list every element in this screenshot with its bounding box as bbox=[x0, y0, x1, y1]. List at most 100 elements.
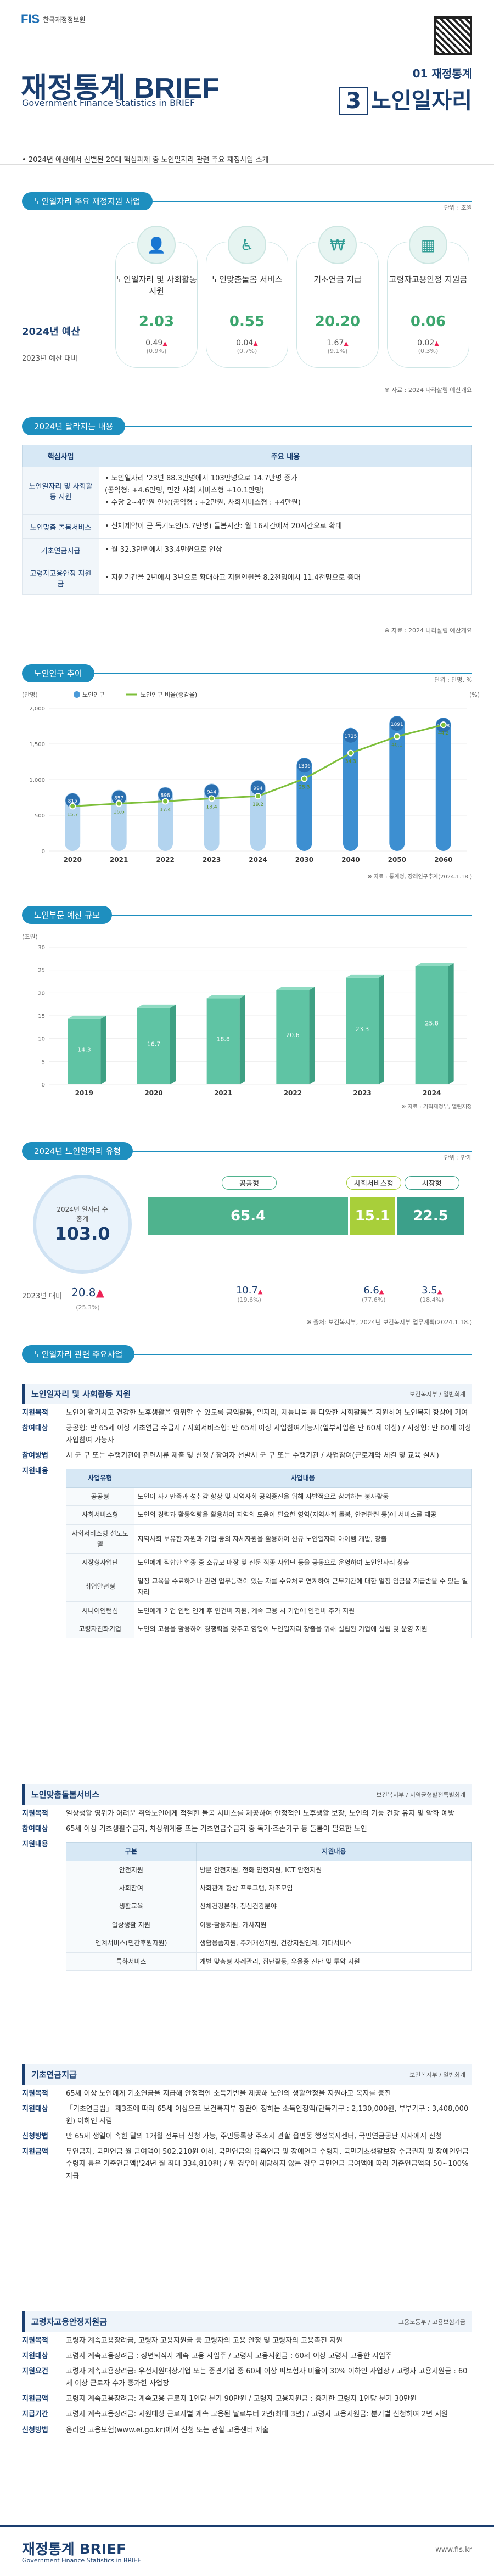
type-value: 65.4 bbox=[231, 1208, 266, 1224]
table-cell: 개별 맞춤형 사례관리, 집단활동, 우울증 진단 및 투약 지원 bbox=[195, 1952, 473, 1971]
budget-compare-label: 2023년 예산 대비 bbox=[22, 355, 78, 363]
type-diff-value: 3.5 bbox=[422, 1285, 437, 1296]
program-row: 지원내용 구분 지원내용 안전지원 방문 안전지원, 전화 안전지원, ICT 안전지원… bbox=[22, 1839, 473, 1971]
table-cell: 일정 교육을 수료하거나 관련 업무능력이 있는 자를 수요처로 연계하여 근무… bbox=[133, 1571, 473, 1602]
x-tick-label: 2021 bbox=[214, 1089, 232, 1097]
budget-bar bbox=[276, 990, 310, 1084]
table-cell: 안전지원 bbox=[66, 1860, 197, 1879]
tick-label: 0 bbox=[42, 1082, 45, 1088]
x-tick-label: 2022 bbox=[156, 856, 174, 864]
x-tick-label: 2024 bbox=[423, 1089, 441, 1097]
table-row: 기초연금지급 • 월 32.3만원에서 33.4만원으로 인상 bbox=[22, 538, 472, 563]
row-key: 신청방법 bbox=[22, 2132, 48, 2141]
qr-code[interactable] bbox=[434, 16, 472, 55]
bar-side bbox=[379, 974, 384, 1084]
card-diff-wrap: 0.49▲ bbox=[116, 339, 197, 348]
type-name: 사회서비스형 bbox=[346, 1176, 401, 1190]
table-cell: 생활용품지원, 주거개선지원, 건강지원연계, 기타서비스 bbox=[195, 1934, 473, 1953]
card-pct: (0.3%) bbox=[418, 348, 439, 355]
budget-year-label: 2024년 예산 bbox=[22, 326, 81, 338]
program-title-bar: 노인일자리 및 사회활동 지원 보건복지부 / 일반회계 bbox=[22, 1384, 472, 1404]
footer-title: 재정통계 BRIEF bbox=[22, 2541, 126, 2558]
budget-card: ♿ 노인맞춤돌봄 서비스 0.55 0.04▲ (0.7%) bbox=[206, 226, 288, 368]
population-bar bbox=[435, 718, 451, 851]
population-bar bbox=[343, 727, 358, 851]
prev-pct: (25.3%) bbox=[76, 1304, 100, 1311]
bar-value-label: 1306 bbox=[298, 764, 311, 769]
row-key: 참여방법 bbox=[22, 1452, 48, 1460]
ratio-point bbox=[440, 721, 447, 729]
population-bar bbox=[389, 716, 405, 851]
bar-side bbox=[448, 963, 454, 1084]
row-key: 기초연금지급 bbox=[22, 538, 99, 563]
table-cell: 공공형 bbox=[66, 1487, 134, 1507]
issue-title: 노인일자리 bbox=[371, 88, 472, 114]
program-title: 노인일자리 및 사회활동 지원 bbox=[31, 1389, 131, 1399]
bar-value-label: 1725 bbox=[344, 734, 357, 740]
x-tick-label: 2024 bbox=[249, 856, 267, 864]
bar-top bbox=[415, 963, 454, 966]
population-bar bbox=[111, 789, 127, 851]
row-line: (공익형: +4.6만명, 민간 사회 서비스형 +10.1만명) bbox=[105, 486, 265, 495]
tick-label: 10 bbox=[38, 1037, 45, 1043]
unit-label: 단위 : 만명, % bbox=[434, 676, 472, 684]
type-name: 공공형 bbox=[222, 1176, 277, 1190]
footer-url[interactable]: www.fis.kr bbox=[435, 2546, 472, 2554]
row-line: • 노인일자리 '23년 88.3만명에서 103만명으로 14.7만명 증가 bbox=[105, 474, 297, 483]
row-key: 지원금액 bbox=[22, 2148, 48, 2157]
section-title: 노인부문 예산 규모 bbox=[22, 906, 112, 924]
bar-value-label: 944 bbox=[207, 789, 216, 795]
x-tick-label: 2030 bbox=[295, 856, 313, 864]
card-diff-wrap: 0.02▲ bbox=[388, 339, 469, 348]
table-cell: 특화서비스 bbox=[66, 1952, 197, 1971]
table-cell: 방문 안전지원, 전화 안전지원, ICT 안전지원 bbox=[195, 1860, 473, 1879]
program-row: 참여대상 공공형: 만 65세 이상 기초연금 수급자 / 사회서비스형: 만 6… bbox=[22, 1423, 472, 1447]
row-value: 65세 이상 기초생활수급자, 차상위계층 또는 기초연금수급자 중 독거·조손… bbox=[66, 1825, 367, 1834]
x-tick-label: 2022 bbox=[284, 1089, 302, 1097]
row-value: 온라인 고용보험(www.ei.go.kr)에서 신청 또는 관할 고용센터 제… bbox=[66, 2426, 269, 2434]
footer-subtitle: Government Finance Statistics in BRIEF bbox=[22, 2557, 141, 2564]
table-row: 노인맞춤 돌봄서비스 • 신체제약이 큰 독거노인(5.7만명) 돌봄시간: 월 … bbox=[22, 514, 472, 539]
card-diff: 0.49 bbox=[145, 339, 163, 348]
row-value: 구분 지원내용 안전지원 방문 안전지원, 전화 안전지원, ICT 안전지원 사회참여… bbox=[66, 1839, 473, 1971]
up-arrow-icon: ▲ bbox=[379, 1288, 384, 1295]
budget-card: 👤 노인일자리 및 사회활동 지원 2.03 0.49▲ (0.9%) bbox=[115, 226, 198, 368]
budget-bar bbox=[137, 1007, 170, 1084]
building-icon: ▦ bbox=[409, 226, 447, 264]
program-title: 기초연금지급 bbox=[31, 2070, 77, 2080]
card-value: 2.03 bbox=[138, 313, 175, 330]
legend: 노인인구 노인인구 비율(증감율) bbox=[74, 691, 197, 698]
ratio-label: 17.4 bbox=[160, 808, 171, 813]
row-value: 만 65세 생일이 속한 달의 1개월 전부터 신청 가능, 주민등록상 주소지… bbox=[66, 2132, 442, 2141]
bar-side bbox=[309, 987, 315, 1084]
table-row: 노인일자리 및 사회활동 지원 • 노인일자리 '23년 88.3만명에서 103… bbox=[22, 466, 472, 516]
table-cell: 사회관계 향상 프로그램, 자조모임 bbox=[195, 1878, 473, 1898]
type-pct: (18.4%) bbox=[419, 1296, 444, 1303]
table-row: 고령자고용안정 지원금 • 지원기간을 2년에서 3년으로 확대하고 지원인원을 … bbox=[22, 562, 472, 595]
bar-side bbox=[170, 1004, 176, 1084]
type-pct: (77.6%) bbox=[362, 1296, 386, 1303]
x-tick-label: 2023 bbox=[203, 856, 221, 864]
tick-label: 25 bbox=[38, 968, 45, 974]
section-title: 노인인구 추이 bbox=[22, 664, 94, 682]
budget-bar bbox=[415, 966, 448, 1084]
logo: FIS 한국재정정보원 bbox=[21, 12, 86, 26]
legend-label: 노인인구 비율(증감율) bbox=[141, 691, 197, 698]
ratio-label: 18.4 bbox=[206, 804, 217, 810]
up-arrow-icon: ▲ bbox=[162, 340, 167, 347]
bar-cap bbox=[111, 790, 126, 805]
row-key: 지원목적 bbox=[22, 1810, 48, 1818]
bar-cap bbox=[343, 728, 358, 743]
card-pct: (0.9%) bbox=[146, 348, 167, 355]
row-key: 참여대상 bbox=[22, 1424, 48, 1433]
row-value: • 노인일자리 '23년 88.3만명에서 103만명으로 14.7만명 증가 (… bbox=[99, 466, 472, 516]
budget-chart: (조원) 0 5 10 15 20 25 30 14.3 2019 16.7 2020 18.8 2021… bbox=[22, 933, 472, 1110]
bar-value-label: 20.6 bbox=[286, 1032, 300, 1039]
program-block: 기초연금지급 보건복지부 / 일반회계 지원목적 65세 이상 노인에게 기초연금을 … bbox=[22, 2064, 472, 2183]
table-header: 핵심사업 bbox=[22, 445, 99, 467]
table-cell: 고령자친화기업 bbox=[66, 1619, 134, 1639]
footer: 재정통계 BRIEF Government Finance Statistics… bbox=[0, 2525, 494, 2576]
row-value: 무연금자, 국민연금 월 급여액이 502,210원 이하, 국민연금의 유족연… bbox=[66, 2148, 469, 2181]
table-cell: 이동·활동지원, 가사지원 bbox=[195, 1915, 473, 1935]
row-key: 참여대상 bbox=[22, 1825, 48, 1834]
